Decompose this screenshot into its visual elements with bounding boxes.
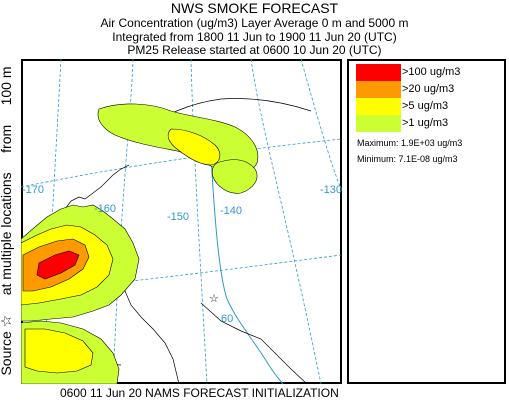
source-star-icon: ☆ bbox=[209, 292, 219, 305]
source-side-label: Source ☆ at multiple locations from 100 … bbox=[0, 51, 14, 391]
grat-label-170: -170 bbox=[22, 184, 44, 196]
smoke-map: -170 -160 -150 -140 -130 60 ☆ bbox=[21, 59, 342, 384]
graticule-labels: -170 -160 -150 -140 -130 60 bbox=[22, 184, 342, 325]
source-star-icon: ☆ bbox=[0, 315, 14, 328]
grat-label-150: -150 bbox=[167, 211, 189, 223]
subtitle-concentration: Air Concentration (ug/m3) Layer Average … bbox=[100, 16, 409, 30]
smoke-region-gt1-east bbox=[211, 159, 258, 194]
legend-box bbox=[347, 59, 506, 384]
legend-label-gt100: >100 ug/m3 bbox=[402, 66, 461, 78]
map-title: NWS SMOKE FORECAST bbox=[170, 0, 339, 16]
legend-swatch-gt5 bbox=[356, 98, 401, 115]
legend-swatch-gt20 bbox=[356, 81, 401, 98]
side-locations: at multiple locations bbox=[0, 172, 14, 296]
side-height: 100 m bbox=[0, 66, 14, 106]
side-source: Source bbox=[0, 331, 14, 376]
grat-label-140: -140 bbox=[220, 205, 242, 217]
grat-label-130: -130 bbox=[320, 184, 342, 196]
subtitle-release: PM25 Release started at 0600 10 Jun 20 (… bbox=[127, 43, 382, 57]
smoke-contours bbox=[21, 103, 259, 384]
smoke-region-gt5-south bbox=[24, 328, 94, 374]
subtitle-integration: Integrated from 1800 11 Jun to 1900 11 J… bbox=[112, 30, 397, 44]
political-border bbox=[208, 124, 284, 384]
legend-label-gt5: >5 ug/m3 bbox=[402, 100, 449, 112]
legend-swatch-gt1 bbox=[356, 115, 401, 132]
legend-label-gt20: >20 ug/m3 bbox=[402, 83, 455, 95]
legend-swatch-gt100 bbox=[356, 64, 401, 81]
stat-minimum: Minimum: 7.1E-08 ug/m3 bbox=[357, 154, 458, 164]
grat-label-60: 60 bbox=[221, 313, 233, 325]
stat-maximum: Maximum: 1.9E+03 ug/m3 bbox=[357, 138, 463, 148]
forecast-footer: 0600 11 Jun 20 NAMS FORECAST INITIALIZAT… bbox=[60, 386, 339, 400]
legend-label-gt1: >1 ug/m3 bbox=[402, 117, 449, 129]
side-from: from bbox=[0, 124, 14, 153]
smoke-region-gt100-west bbox=[36, 250, 80, 280]
smoke-region-gt5-north bbox=[167, 128, 221, 166]
grat-label-160: -160 bbox=[94, 203, 116, 215]
